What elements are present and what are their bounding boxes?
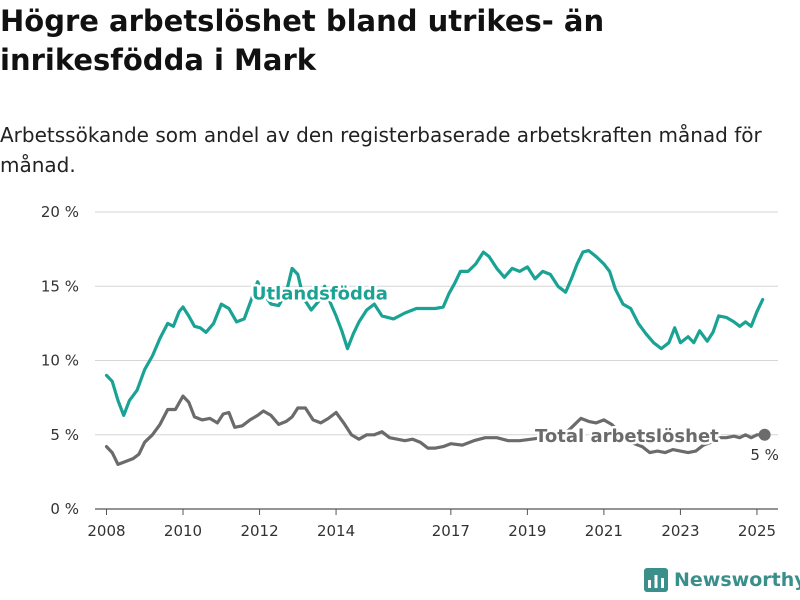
- x-tick-label: 2014: [317, 522, 355, 540]
- brand-name: Newsworthy: [674, 569, 800, 591]
- series-labels: Utlandsfödda Total arbetslöshet 5 %: [249, 281, 779, 464]
- x-tick-label: 2023: [661, 522, 699, 540]
- y-tick-label: 0 %: [50, 500, 79, 518]
- y-tick-label: 20 %: [41, 203, 79, 221]
- chart-subtitle: Arbetssökande som andel av den registerb…: [0, 123, 762, 177]
- series-line-total: [104, 394, 767, 466]
- end-value-label: 5 %: [750, 446, 779, 464]
- series-line-utlandsfodda: [104, 249, 765, 417]
- end-point-marker: [758, 428, 771, 441]
- newsworthy-logo[interactable]: Newsworthy: [644, 568, 800, 592]
- x-tick-label: 2019: [508, 522, 546, 540]
- x-tick-label: 2017: [432, 522, 470, 540]
- chart-title: Högre arbetslöshet bland utrikes- än inr…: [0, 4, 605, 77]
- bar-chart-icon: [644, 568, 668, 592]
- series-lines: [104, 249, 767, 466]
- y-tick-label: 10 %: [41, 352, 79, 370]
- series-label-utlandsfodda: Utlandsfödda: [252, 284, 388, 305]
- axes: 0 % 5 % 10 % 15 % 20 % 2008 2010 2012 2014 2017 20…: [41, 203, 776, 540]
- series-label-total: Total arbetslöshet: [535, 426, 719, 447]
- x-tick-label: 2008: [87, 522, 125, 540]
- x-tick-label: 2025: [738, 522, 776, 540]
- x-tick-label: 2021: [585, 522, 623, 540]
- grid-lines: [95, 211, 778, 510]
- y-tick-label: 5 %: [50, 426, 79, 444]
- y-tick-label: 15 %: [41, 277, 79, 295]
- x-tick-label: 2010: [164, 522, 202, 540]
- x-tick-label: 2012: [240, 522, 278, 540]
